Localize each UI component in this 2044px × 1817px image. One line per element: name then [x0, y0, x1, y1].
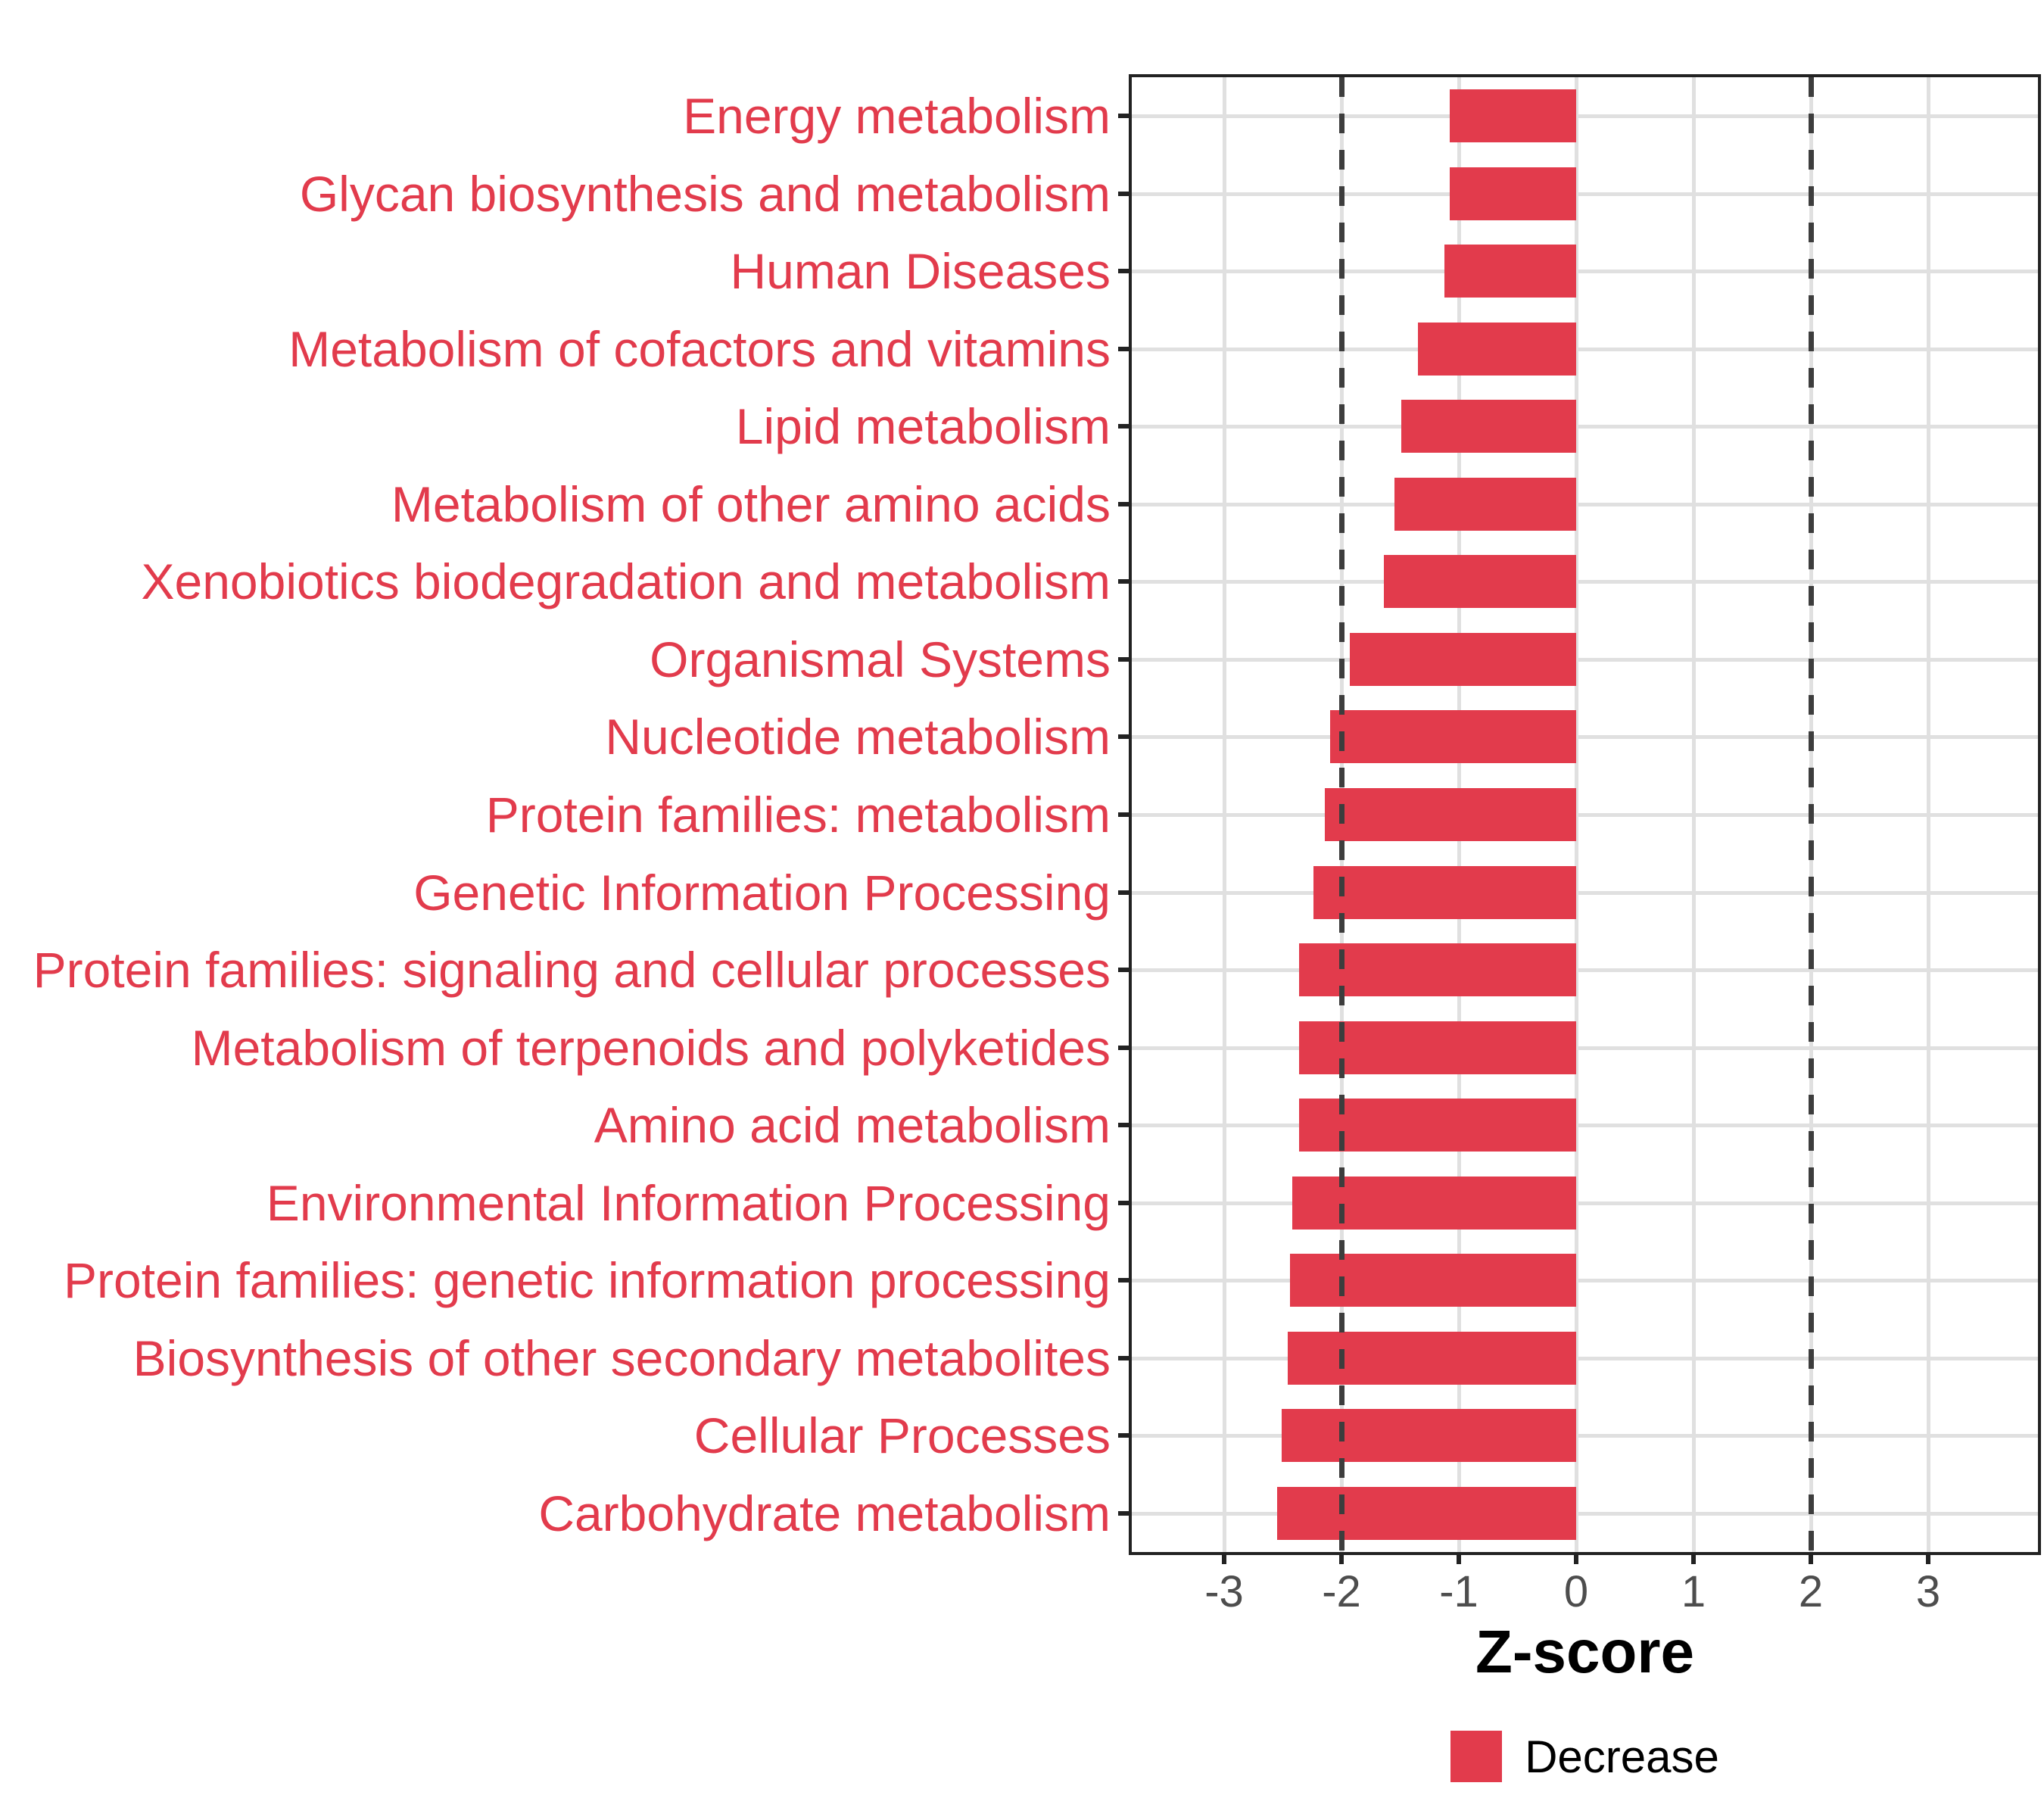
- bar-biosynthesis-of-other-secondary-metabolites: [1287, 1331, 1576, 1385]
- x-tick-mark: [1457, 1552, 1461, 1564]
- x-tick-mark: [1222, 1552, 1226, 1564]
- bar-lipid-metabolism: [1401, 400, 1576, 453]
- y-tick-mark: [1118, 114, 1132, 119]
- y-tick-mark: [1118, 734, 1132, 740]
- bar-cellular-processes: [1281, 1409, 1576, 1463]
- bar-amino-acid-metabolism: [1299, 1099, 1576, 1152]
- category-label: Protein families: genetic information pr…: [63, 1252, 1111, 1309]
- x-axis-title: Z-score: [1475, 1618, 1694, 1685]
- bar-protein-families-signaling-and-cellular-processes: [1299, 943, 1576, 997]
- x-tick-mark: [1339, 1552, 1344, 1564]
- category-label: Metabolism of other amino acids: [391, 475, 1111, 532]
- y-tick-mark: [1118, 1433, 1132, 1438]
- x-tick-label: -2: [1322, 1567, 1361, 1616]
- y-gridline: [1132, 1046, 2038, 1050]
- category-label: Lipid metabolism: [735, 398, 1111, 455]
- y-tick-mark: [1118, 501, 1132, 506]
- legend-label-decrease: Decrease: [1525, 1731, 1719, 1782]
- bar-energy-metabolism: [1449, 89, 1576, 143]
- bar-metabolism-of-terpenoids-and-polyketides: [1299, 1021, 1576, 1074]
- y-gridline: [1132, 114, 2038, 119]
- category-label: Nucleotide metabolism: [605, 709, 1111, 765]
- category-label: Xenobiotics biodegradation and metabolis…: [141, 553, 1111, 610]
- bar-metabolism-of-other-amino-acids: [1394, 477, 1576, 531]
- y-gridline: [1132, 1124, 2038, 1128]
- y-gridline: [1132, 890, 2038, 895]
- y-gridline: [1132, 580, 2038, 584]
- y-tick-mark: [1118, 346, 1132, 351]
- y-gridline: [1132, 735, 2038, 740]
- bar-xenobiotics-biodegradation-and-metabolism: [1383, 555, 1576, 609]
- bar-protein-families-metabolism: [1325, 788, 1576, 841]
- y-gridline: [1132, 425, 2038, 429]
- y-tick-mark: [1118, 656, 1132, 662]
- category-label: Genetic Information Processing: [413, 864, 1111, 921]
- category-label: Metabolism of cofactors and vitamins: [288, 320, 1111, 377]
- bar-human-diseases: [1444, 245, 1576, 298]
- y-tick-mark: [1118, 191, 1132, 196]
- y-tick-mark: [1118, 1278, 1132, 1283]
- x-tick-mark: [1691, 1552, 1696, 1564]
- y-gridline: [1132, 968, 2038, 973]
- y-tick-mark: [1118, 812, 1132, 817]
- reference-line-2: [1809, 77, 1814, 1552]
- x-tick-mark: [1574, 1552, 1578, 1564]
- bar-carbohydrate-metabolism: [1276, 1486, 1576, 1540]
- bar-glycan-biosynthesis-and-metabolism: [1449, 167, 1576, 220]
- category-label: Energy metabolism: [683, 88, 1111, 145]
- y-gridline: [1132, 1356, 2038, 1360]
- y-tick-mark: [1118, 1510, 1132, 1516]
- category-label: Protein families: signaling and cellular…: [33, 942, 1111, 999]
- y-gridline: [1132, 1201, 2038, 1205]
- bar-organismal-systems: [1349, 632, 1576, 686]
- bar-nucleotide-metabolism: [1329, 710, 1576, 764]
- x-tick-label: -3: [1204, 1567, 1244, 1616]
- category-label: Carbohydrate metabolism: [538, 1485, 1111, 1541]
- category-label: Metabolism of terpenoids and polyketides: [191, 1019, 1111, 1076]
- y-tick-mark: [1118, 890, 1132, 895]
- y-gridline: [1132, 192, 2038, 196]
- y-tick-mark: [1118, 1045, 1132, 1050]
- x-tick-label: -1: [1439, 1567, 1478, 1616]
- y-tick-mark: [1118, 1200, 1132, 1205]
- legend-swatch-decrease: [1450, 1731, 1503, 1782]
- y-tick-mark: [1118, 1355, 1132, 1360]
- x-tick-mark: [1809, 1552, 1813, 1564]
- y-gridline: [1132, 502, 2038, 506]
- legend: Decrease: [1132, 1726, 2038, 1787]
- category-label: Human Diseases: [730, 243, 1111, 300]
- y-tick-mark: [1118, 968, 1132, 973]
- y-gridline: [1132, 1434, 2038, 1438]
- plot-panel: [1132, 77, 2038, 1552]
- category-label: Organismal Systems: [650, 631, 1111, 687]
- y-gridline: [1132, 657, 2038, 662]
- category-label: Cellular Processes: [693, 1407, 1111, 1464]
- x-tick-label: 1: [1681, 1567, 1706, 1616]
- y-tick-mark: [1118, 424, 1132, 429]
- bar-genetic-information-processing: [1313, 865, 1576, 919]
- y-gridline: [1132, 813, 2038, 817]
- category-label: Biosynthesis of other secondary metaboli…: [132, 1329, 1111, 1386]
- y-gridline: [1132, 1279, 2038, 1283]
- category-label: Protein families: metabolism: [485, 787, 1111, 843]
- bar-metabolism-of-cofactors-and-vitamins: [1417, 322, 1576, 376]
- x-tick-label: 3: [1915, 1567, 1941, 1616]
- y-gridline: [1132, 270, 2038, 274]
- category-label: Glycan biosynthesis and metabolism: [299, 165, 1111, 222]
- y-gridline: [1132, 1511, 2038, 1516]
- category-label: Environmental Information Processing: [266, 1174, 1111, 1231]
- y-tick-mark: [1118, 579, 1132, 584]
- bar-protein-families-genetic-information-processing: [1289, 1254, 1576, 1307]
- y-tick-mark: [1118, 1123, 1132, 1128]
- category-label: Amino acid metabolism: [594, 1097, 1111, 1154]
- x-tick-label: 0: [1563, 1567, 1589, 1616]
- x-tick-label: 2: [1798, 1567, 1824, 1616]
- y-tick-mark: [1118, 269, 1132, 274]
- reference-line--2: [1339, 77, 1344, 1552]
- y-gridline: [1132, 347, 2038, 351]
- x-tick-mark: [1926, 1552, 1930, 1564]
- bar-environmental-information-processing: [1292, 1176, 1576, 1230]
